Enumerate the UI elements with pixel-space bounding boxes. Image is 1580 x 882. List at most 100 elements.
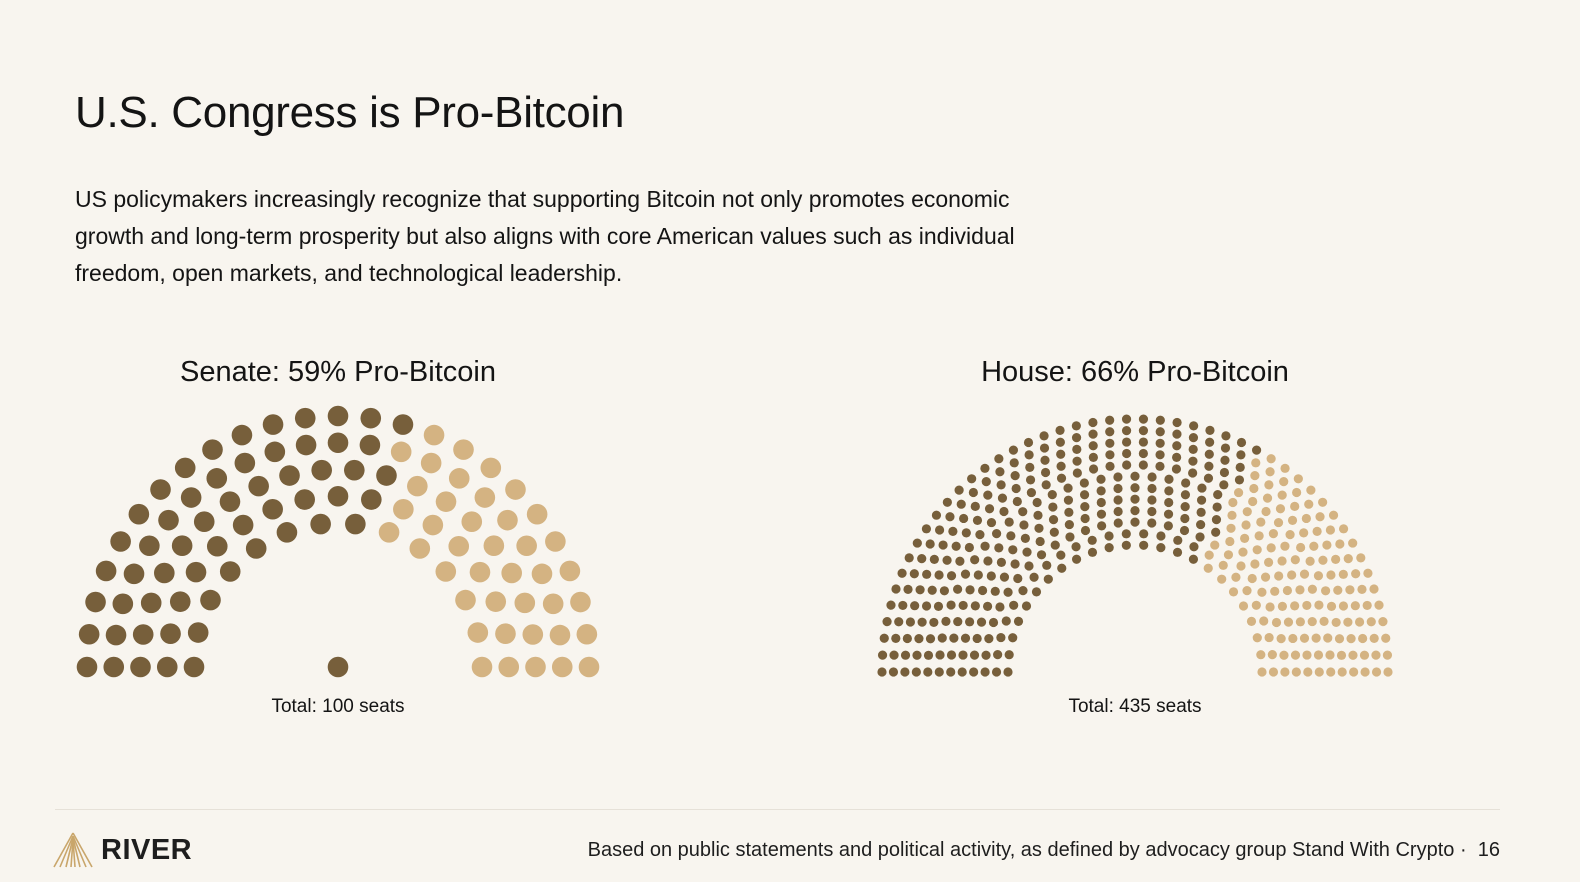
seat-pro-bitcoin [1008,545,1018,555]
seat-other [531,563,553,585]
seat-other [1303,667,1313,677]
seat-other [1299,528,1309,538]
seat-other [1343,554,1353,564]
seat-other [1328,510,1339,520]
seat-other [1256,650,1266,660]
seat-other [526,503,548,525]
seat-pro-bitcoin [902,633,912,644]
seat-pro-bitcoin [1147,472,1157,482]
seat-pro-bitcoin [193,511,215,532]
seat-pro-bitcoin [981,477,991,487]
seat-pro-bitcoin [1172,547,1183,557]
seat-other [1251,458,1261,468]
seat-other [1290,501,1300,511]
seat-pro-bitcoin [160,623,181,644]
seat-pro-bitcoin [1156,543,1166,553]
seat-other [1223,550,1234,560]
seat-pro-bitcoin [1171,464,1182,474]
seat-pro-bitcoin [1072,468,1082,478]
seat-pro-bitcoin [392,414,414,435]
seat-pro-bitcoin [1189,421,1199,431]
seat-other [1228,587,1239,597]
seat-pro-bitcoin [1010,470,1020,481]
seat-pro-bitcoin [973,570,983,580]
seat-pro-bitcoin [1211,527,1221,537]
seat-other [474,487,496,508]
seat-pro-bitcoin [1121,426,1132,436]
seat-other [409,538,431,559]
seat-pro-bitcoin [1022,547,1032,557]
seat-pro-bitcoin [951,541,961,551]
seat-pro-bitcoin [1164,474,1174,484]
seat-pro-bitcoin [904,553,914,563]
footnote-separator: · [1459,839,1467,861]
seat-pro-bitcoin [925,539,935,549]
seat-other [1266,543,1276,553]
seat-other [1383,667,1393,677]
seat-pro-bitcoin [996,480,1006,490]
seat-other [1279,477,1289,487]
seat-pro-bitcoin [931,510,942,520]
seat-pro-bitcoin [1173,535,1183,545]
seat-other [1290,650,1301,660]
seat-pro-bitcoin [1172,417,1182,428]
seat-pro-bitcoin [1147,483,1157,494]
seat-pro-bitcoin [986,517,997,528]
seat-pro-bitcoin [1235,462,1245,472]
seat-pro-bitcoin [897,568,907,578]
seat-pro-bitcoin [923,667,933,677]
seat-pro-bitcoin [1212,502,1222,512]
seat-pro-bitcoin [922,569,932,579]
seat-other [1261,506,1271,517]
seat-pro-bitcoin [1121,529,1131,539]
seat-pro-bitcoin [980,541,990,551]
seat-pro-bitcoin [1087,547,1098,557]
seat-pro-bitcoin [970,501,980,511]
seat-pro-bitcoin [1024,450,1034,460]
seat-other [1362,600,1372,611]
seat-pro-bitcoin [1234,475,1245,485]
seat-pro-bitcoin [877,650,888,660]
seat-pro-bitcoin [1018,586,1028,596]
seat-pro-bitcoin [946,571,957,581]
seat-other [1304,499,1314,509]
seat-pro-bitcoin [900,667,910,677]
seat-pro-bitcoin [1122,460,1132,470]
seat-other [498,656,520,678]
seat-pro-bitcoin [206,535,228,557]
seat-pro-bitcoin [1113,483,1123,494]
seat-other [559,560,581,582]
seat-other [1251,600,1261,610]
seat-pro-bitcoin [1236,450,1246,460]
seat-other [1331,554,1341,564]
seat-other [1307,584,1317,594]
seat-pro-bitcoin [972,633,982,644]
seat-pro-bitcoin [1031,587,1042,597]
seat-pro-bitcoin [1080,502,1090,512]
seat-pro-bitcoin [1105,415,1115,425]
senate-total-label: Total: 100 seats [271,696,405,717]
seat-other [1295,585,1305,595]
seat-pro-bitcoin [949,633,959,643]
seat-other [1210,540,1220,550]
seat-pro-bitcoin [997,493,1008,503]
seat-pro-bitcoin [1180,502,1190,512]
seat-other [1356,553,1366,563]
seat-pro-bitcoin [174,457,196,479]
seat-pro-bitcoin [977,585,988,596]
seat-pro-bitcoin [95,560,117,582]
seat-pro-bitcoin [960,633,971,643]
seat-pro-bitcoin [1188,468,1198,478]
seat-other [1238,547,1248,557]
seat-pro-bitcoin [1071,554,1082,564]
seat-pro-bitcoin [150,479,171,500]
seat-other [1322,540,1332,550]
seat-pro-bitcoin [986,571,996,581]
seat-pro-bitcoin [923,650,934,660]
seat-pro-bitcoin [264,441,286,463]
seat-pro-bitcoin [935,650,945,660]
seat-pro-bitcoin [1055,425,1065,435]
seat-pro-bitcoin [1096,474,1106,484]
seat-pro-bitcoin [85,591,106,613]
seat-pro-bitcoin [969,667,979,677]
